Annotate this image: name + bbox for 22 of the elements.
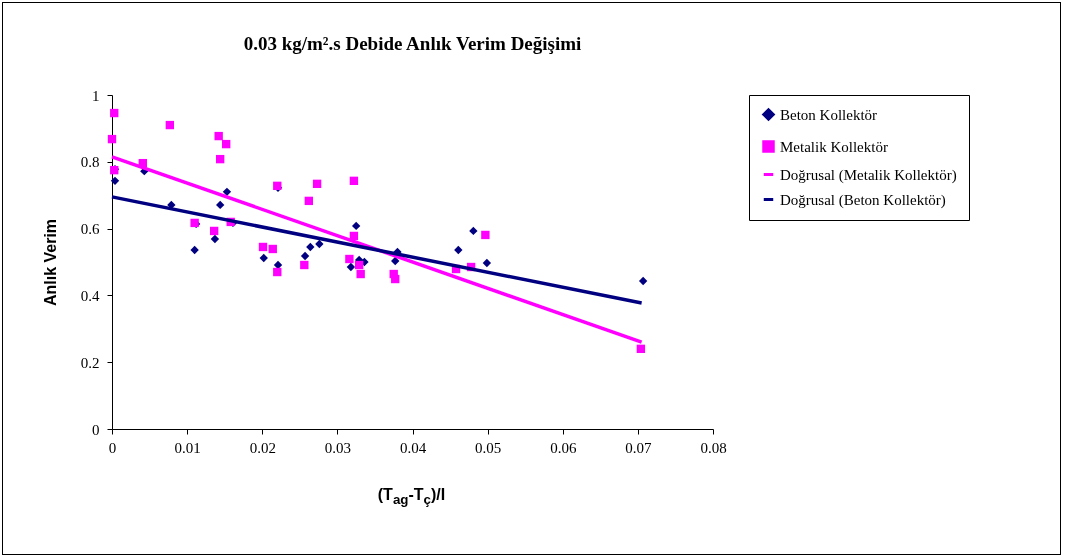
- legend-label: Doğrusal (Metalik Kollektör): [780, 166, 957, 184]
- x-tick-label: 0.08: [700, 439, 727, 456]
- x-tick-label: 0.04: [399, 439, 427, 456]
- x-tick-label: 0.05: [475, 439, 502, 456]
- y-tick-label: 0.4: [80, 287, 100, 304]
- y-axis-title: Anlık Verim: [41, 218, 59, 307]
- chart-title: 0.03 kg/m².s Debide Anlık Verim Değişimi: [243, 33, 582, 54]
- x-axis-title: (T$_{ag}$-T$_{ç}$)/I: [376, 486, 447, 508]
- y-tick-label: 0.6: [80, 221, 100, 238]
- y-tick-label: 0.8: [80, 154, 100, 171]
- legend-label: Metalik Kollektör: [780, 138, 888, 155]
- x-tick-label: 0.02: [249, 439, 276, 456]
- x-tick-label: 0.01: [174, 439, 201, 456]
- y-tick-label: 1: [92, 87, 100, 104]
- legend-label: Doğrusal (Beton Kollektör): [780, 191, 946, 209]
- x-tick-label: 0.03: [324, 439, 351, 456]
- x-tick-label: 0.07: [625, 439, 652, 456]
- legend-label: Beton Kollektör: [780, 106, 878, 123]
- x-tick-label: 0.06: [550, 439, 577, 456]
- y-tick-label: 0.2: [80, 354, 100, 371]
- y-tick-label: 0: [92, 421, 100, 438]
- x-tick-label: 0: [108, 439, 117, 456]
